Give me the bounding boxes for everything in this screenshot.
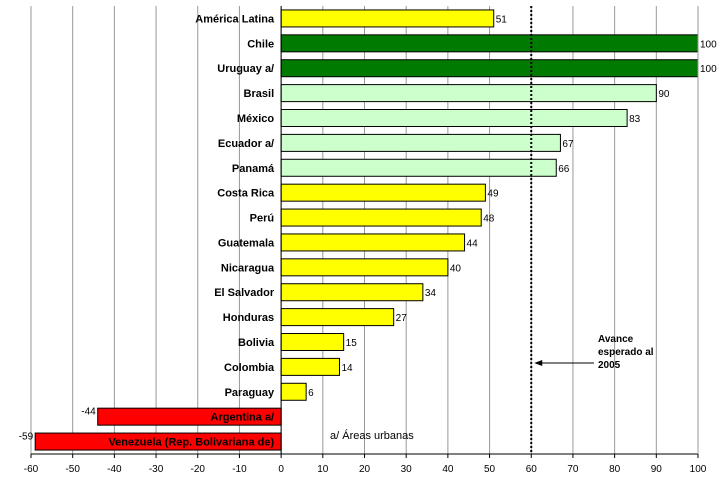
category-label: Paraguay xyxy=(225,387,275,399)
bars xyxy=(34,9,699,451)
bar xyxy=(280,258,449,277)
data-label: 51 xyxy=(496,14,508,25)
x-tick-label: 0 xyxy=(278,464,284,475)
category-label: Perú xyxy=(250,213,274,225)
category-label: Nicaragua xyxy=(221,262,275,274)
data-label: 14 xyxy=(341,363,353,374)
category-label: Colombia xyxy=(224,362,275,374)
footnote: a/ Áreas urbanas xyxy=(330,429,414,442)
annotation-line: esperado al xyxy=(598,347,654,358)
bar xyxy=(280,233,466,252)
annotation-text: Avance esperado al 2005 xyxy=(598,334,654,371)
x-tick-label: 10 xyxy=(317,464,329,475)
data-label: 66 xyxy=(558,164,570,175)
data-label: 67 xyxy=(562,139,574,150)
bar xyxy=(280,59,699,78)
bar xyxy=(280,9,495,28)
x-tick-label: 100 xyxy=(690,464,707,475)
category-label: México xyxy=(237,113,275,125)
data-label: 6 xyxy=(308,388,314,399)
bar xyxy=(280,208,482,227)
annotation-arrowhead xyxy=(534,360,543,366)
x-tick-label: -10 xyxy=(232,464,247,475)
data-label: 27 xyxy=(396,313,408,324)
x-tick-label: 80 xyxy=(609,464,621,475)
annotation: Avance esperado al 2005 xyxy=(534,334,654,371)
data-label: 34 xyxy=(425,288,437,299)
x-tick-label: -60 xyxy=(24,464,39,475)
category-label: Honduras xyxy=(223,312,274,324)
bar xyxy=(280,333,345,351)
bar xyxy=(280,382,307,401)
bar xyxy=(280,133,561,152)
value-labels: 51 100 100 90 83 67 66 49 48 44 40 34 27 15 14 6 -44 -59 xyxy=(19,14,717,442)
x-tick-label: 70 xyxy=(567,464,579,475)
x-tick-label: 20 xyxy=(359,464,371,475)
category-label: Brasil xyxy=(244,88,275,100)
category-label: Bolivia xyxy=(238,337,275,349)
bar xyxy=(280,109,628,127)
x-tick-label: 90 xyxy=(651,464,663,475)
data-label: 90 xyxy=(658,89,670,100)
data-label: -44 xyxy=(81,407,96,418)
data-label: 100 xyxy=(700,64,717,75)
x-tick-label: -20 xyxy=(191,464,206,475)
bar xyxy=(280,357,340,376)
category-label: Chile xyxy=(247,38,274,50)
category-labels: América Latina Chile Uruguay a/Brasil Méxic… xyxy=(108,13,275,448)
data-label: 15 xyxy=(346,338,358,349)
category-label: Argentina a/ xyxy=(211,412,275,424)
annotation-line: 2005 xyxy=(598,360,621,371)
x-tick-label: 60 xyxy=(526,464,538,475)
category-label: Venezuela (Rep. Bolivariana de) xyxy=(108,437,274,449)
x-tick-label: -40 xyxy=(107,464,122,475)
x-tick-label: 30 xyxy=(401,464,413,475)
bar xyxy=(280,84,657,103)
bar xyxy=(280,308,395,327)
category-label: América Latina xyxy=(195,13,275,25)
x-tick-label: -30 xyxy=(149,464,164,475)
data-label: -59 xyxy=(19,432,34,443)
annotation-line: Avance xyxy=(598,334,634,345)
category-label: Costa Rica xyxy=(217,188,275,200)
x-tick-label: 40 xyxy=(442,464,454,475)
data-label: 83 xyxy=(629,114,641,125)
data-label: 48 xyxy=(483,214,495,225)
x-tick-label: 50 xyxy=(484,464,496,475)
bar xyxy=(280,158,557,177)
data-label: 49 xyxy=(487,189,499,200)
bar xyxy=(280,34,699,53)
data-label: 100 xyxy=(700,39,717,50)
data-label: 40 xyxy=(450,263,462,274)
category-label: Uruguay a/ xyxy=(217,63,274,75)
data-label: 44 xyxy=(467,238,479,249)
category-label: Panamá xyxy=(232,163,275,175)
category-label: Guatemala xyxy=(218,237,275,249)
category-label: Ecuador a/ xyxy=(218,138,274,150)
x-axis: -60 -50 -40 -30 -20 -10 0 10 20 30 40 50 60 70 80 90 100 xyxy=(24,6,707,475)
bar xyxy=(280,283,424,302)
category-label: El Salvador xyxy=(214,287,275,299)
x-tick-label: -50 xyxy=(65,464,80,475)
bar xyxy=(280,183,486,202)
